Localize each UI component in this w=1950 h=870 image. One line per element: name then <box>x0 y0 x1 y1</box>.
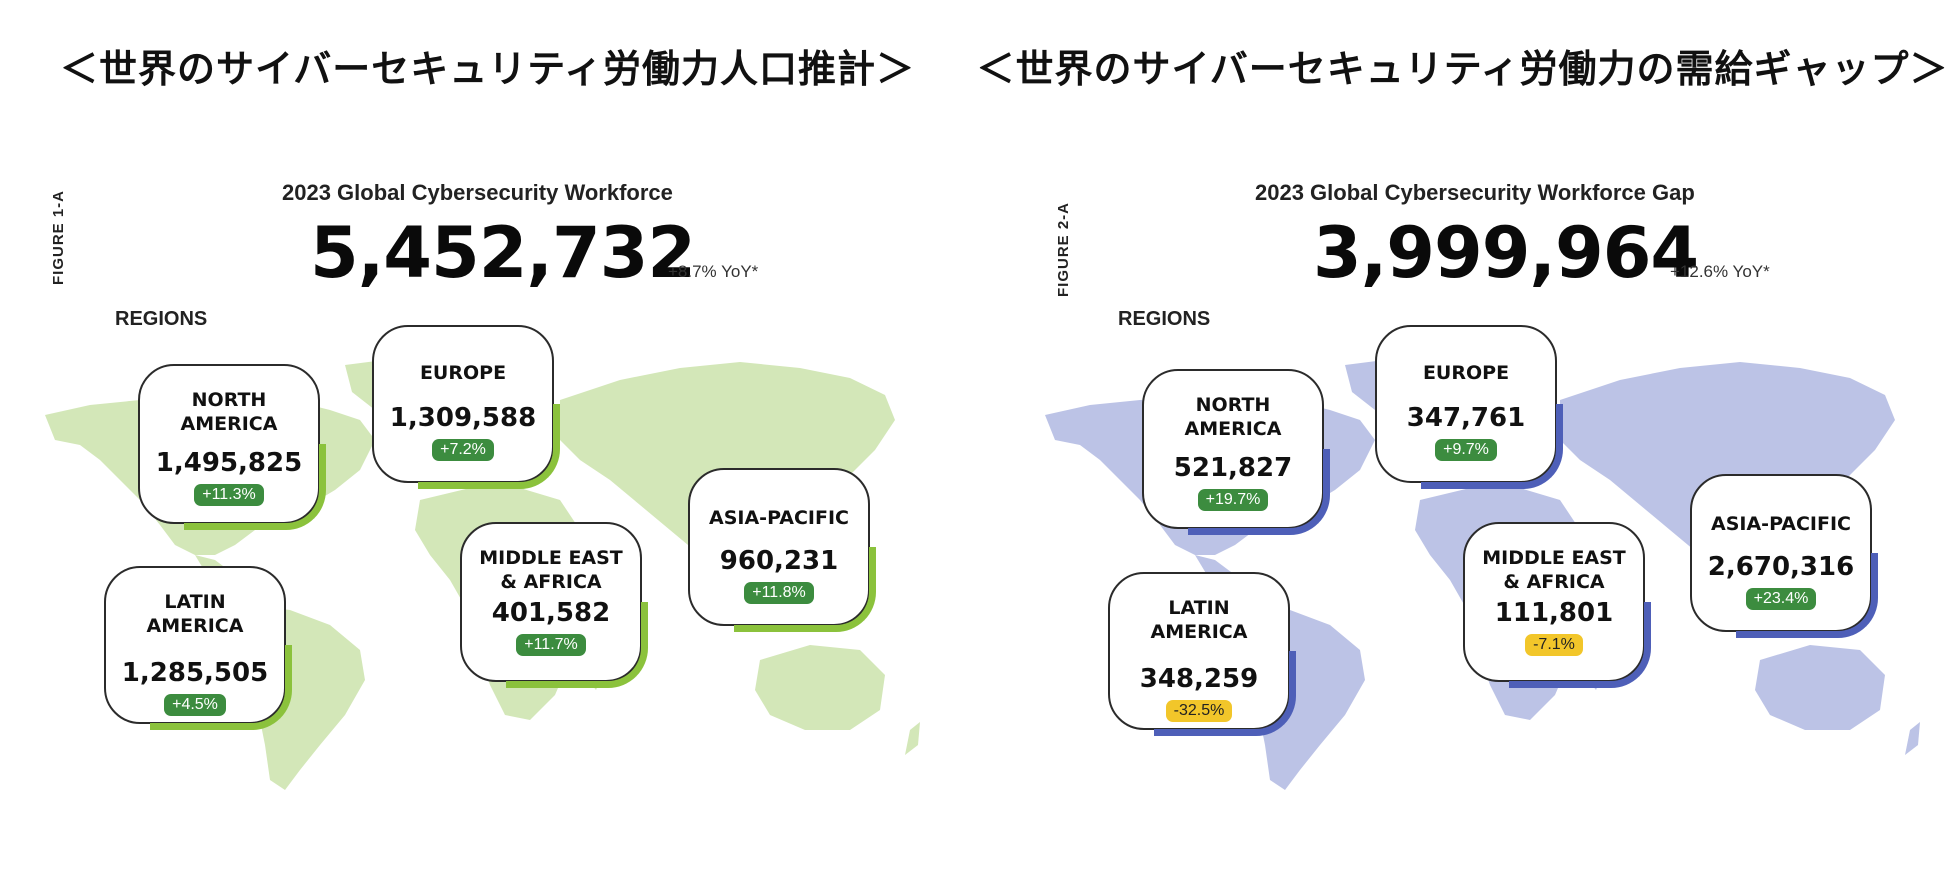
region-card-europe: EUROPE 347,761 +9.7% <box>1375 325 1563 489</box>
regions-label: REGIONS <box>115 308 208 330</box>
region-card-asia-pacific: ASIA-PACIFIC 960,231 +11.8% <box>688 468 876 632</box>
region-value: 1,309,588 <box>389 403 537 433</box>
region-card-latin-america: LATIN AMERICA 1,285,505 +4.5% <box>104 566 292 730</box>
total-value: 3,999,964 <box>1313 212 1699 294</box>
region-name: LATIN AMERICA <box>146 591 244 637</box>
region-card-middle-east-africa: MIDDLE EAST & AFRICA 111,801 -7.1% <box>1463 522 1651 688</box>
region-name: ASIA-PACIFIC <box>1711 513 1851 535</box>
yoy-change: +8.7% YoY* <box>668 262 759 281</box>
total-value: 5,452,732 <box>310 212 696 294</box>
regions-label: REGIONS <box>1118 308 1211 330</box>
region-name: EUROPE <box>419 362 507 384</box>
change-badge: +19.7% <box>1197 489 1269 511</box>
region-value: 347,761 <box>1406 403 1526 433</box>
panel-title: ＜世界のサイバーセキュリティ労働力の需給ギャップ＞ <box>976 47 1949 91</box>
region-name: MIDDLE EAST & AFRICA <box>479 547 623 593</box>
region-card-europe: EUROPE 1,309,588 +7.2% <box>372 325 560 489</box>
change-badge: -32.5% <box>1165 700 1233 722</box>
region-value: 1,495,825 <box>155 448 303 478</box>
region-value: 2,670,316 <box>1707 552 1855 582</box>
workforce-panel: ＜世界のサイバーセキュリティ労働力人口推計＞ FIGURE 1-A <box>45 47 920 790</box>
region-name: MIDDLE EAST & AFRICA <box>1482 547 1626 593</box>
region-name: NORTH AMERICA <box>1184 394 1282 440</box>
region-value: 401,582 <box>491 598 611 628</box>
change-badge: +9.7% <box>1435 439 1497 461</box>
change-badge: +11.7% <box>516 634 586 656</box>
region-value: 960,231 <box>719 546 839 576</box>
change-badge: +11.8% <box>744 582 814 604</box>
region-name: EUROPE <box>1422 362 1510 384</box>
change-badge: +11.3% <box>194 484 264 506</box>
panel-title: ＜世界のサイバーセキュリティ労働力人口推計＞ <box>60 47 915 91</box>
region-card-north-america: NORTH AMERICA 521,827 +19.7% <box>1142 369 1330 535</box>
region-name: ASIA-PACIFIC <box>709 507 849 529</box>
chart-subtitle: 2023 Global Cybersecurity Workforce <box>282 180 673 205</box>
change-badge: +23.4% <box>1745 588 1817 610</box>
region-value: 111,801 <box>1494 598 1614 628</box>
region-card-asia-pacific: ASIA-PACIFIC 2,670,316 +23.4% <box>1690 474 1878 638</box>
region-card-north-america: NORTH AMERICA 1,495,825 +11.3% <box>138 364 326 530</box>
region-value: 1,285,505 <box>121 658 269 688</box>
chart-subtitle: 2023 Global Cybersecurity Workforce Gap <box>1255 180 1695 205</box>
change-badge: +4.5% <box>164 694 226 716</box>
yoy-change: +12.6% YoY* <box>1670 262 1770 281</box>
region-card-middle-east-africa: MIDDLE EAST & AFRICA 401,582 +11.7% <box>460 522 648 688</box>
region-value: 348,259 <box>1139 664 1259 694</box>
region-name: NORTH AMERICA <box>180 389 278 435</box>
change-badge: +7.2% <box>432 439 494 461</box>
region-card-latin-america: LATIN AMERICA 348,259 -32.5% <box>1108 572 1296 736</box>
workforce-gap-panel: ＜世界のサイバーセキュリティ労働力の需給ギャップ＞ FIGURE 2-A 202… <box>975 0 1950 870</box>
region-value: 521,827 <box>1173 453 1293 483</box>
change-badge: -7.1% <box>1525 634 1583 656</box>
region-name: LATIN AMERICA <box>1150 597 1248 643</box>
